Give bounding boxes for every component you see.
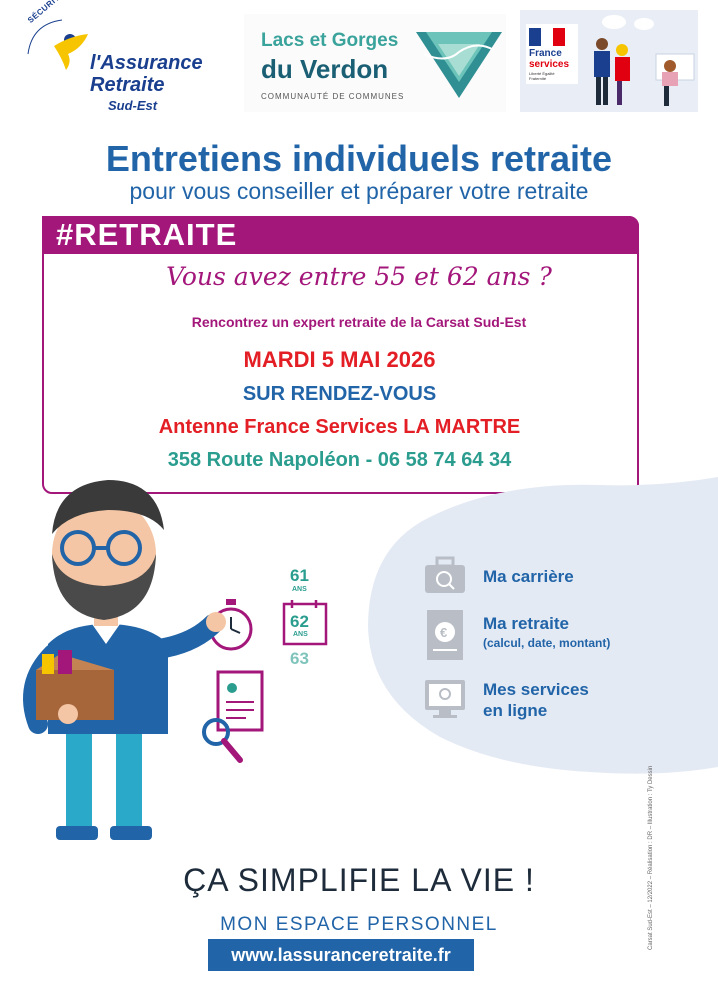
event-date: MARDI 5 MAI 2026 bbox=[243, 347, 436, 372]
france-services-line2: services bbox=[529, 59, 570, 70]
verdon-logo: Lacs et Gorges du Verdon COMMUNAUTÉ DE C… bbox=[244, 14, 506, 112]
assurance-retraite-logo: SÉCURITÉ SOCIALE l'Assurance Retraite Su… bbox=[22, 0, 227, 114]
age-62-label: ANS bbox=[293, 631, 308, 638]
assurance-name-line2: Retraite bbox=[90, 74, 165, 96]
service-online-label-1: Mes services bbox=[483, 680, 589, 699]
page-title: Entretiens individuels retraite bbox=[105, 138, 613, 179]
meet-expert-text: Rencontrez un expert retraite de la Cars… bbox=[191, 314, 527, 330]
age-62: 62 bbox=[290, 612, 309, 631]
credits-text: Carsat Sud-Est – 12/2022 – Réalisation :… bbox=[648, 765, 654, 950]
france-services-logo: France services Liberté Égalité Fraterni… bbox=[520, 10, 698, 112]
appointment-text: SUR RENDEZ-VOUS bbox=[242, 383, 437, 405]
assurance-region: Sud-Est bbox=[108, 98, 158, 113]
personal-space-label: MON ESPACE PERSONNEL bbox=[220, 914, 498, 935]
hashtag-label: #RETRAITE bbox=[56, 217, 238, 252]
french-flag-icon bbox=[529, 28, 565, 46]
assurance-retraite-emblem-icon bbox=[27, 19, 88, 70]
euro-document-icon: € bbox=[427, 610, 463, 660]
computer-icon bbox=[425, 680, 465, 718]
briefcase-icon bbox=[425, 556, 465, 593]
france-services-line1: France bbox=[529, 48, 562, 59]
verdon-line3: COMMUNAUTÉ DE COMMUNES bbox=[261, 92, 405, 101]
age-61: 61 bbox=[290, 566, 309, 585]
service-pension-label: Ma retraite bbox=[483, 614, 569, 633]
age-63: 63 bbox=[290, 649, 309, 668]
advisor-character-illustration bbox=[23, 480, 226, 840]
assurance-name-line1: l'Assurance bbox=[90, 52, 203, 74]
website-url[interactable]: www.lassuranceretraite.fr bbox=[231, 945, 451, 965]
event-address: 358 Route Napoléon - 06 58 74 64 34 bbox=[167, 449, 512, 471]
verdon-valley-icon bbox=[416, 32, 502, 98]
people-illustration-icon bbox=[594, 15, 695, 106]
calendar-icon bbox=[282, 600, 328, 646]
verdon-line2: du Verdon bbox=[261, 54, 389, 84]
slogan: ÇA SIMPLIFIE LA VIE ! bbox=[183, 862, 535, 898]
service-pension-sub: (calcul, date, montant) bbox=[483, 636, 611, 650]
age-61-label: ANS bbox=[292, 586, 307, 593]
verdon-line1: Lacs et Gorges bbox=[261, 30, 399, 51]
website-link[interactable]: www.lassuranceretraite.fr bbox=[208, 939, 474, 971]
france-services-motto: Liberté Égalité Fraternité bbox=[529, 71, 555, 81]
event-place: Antenne France Services LA MARTRE bbox=[158, 416, 521, 438]
info-box-header: #RETRAITE bbox=[42, 216, 639, 254]
service-career-label: Ma carrière bbox=[483, 567, 574, 586]
age-question: Vous avez entre 55 et 62 ans ? bbox=[166, 262, 552, 291]
service-online-label-2: en ligne bbox=[483, 701, 548, 720]
document-magnifier-icon bbox=[202, 670, 264, 763]
svg-text:€: € bbox=[440, 625, 447, 640]
page-subtitle: pour vous conseiller et préparer votre r… bbox=[129, 178, 589, 204]
